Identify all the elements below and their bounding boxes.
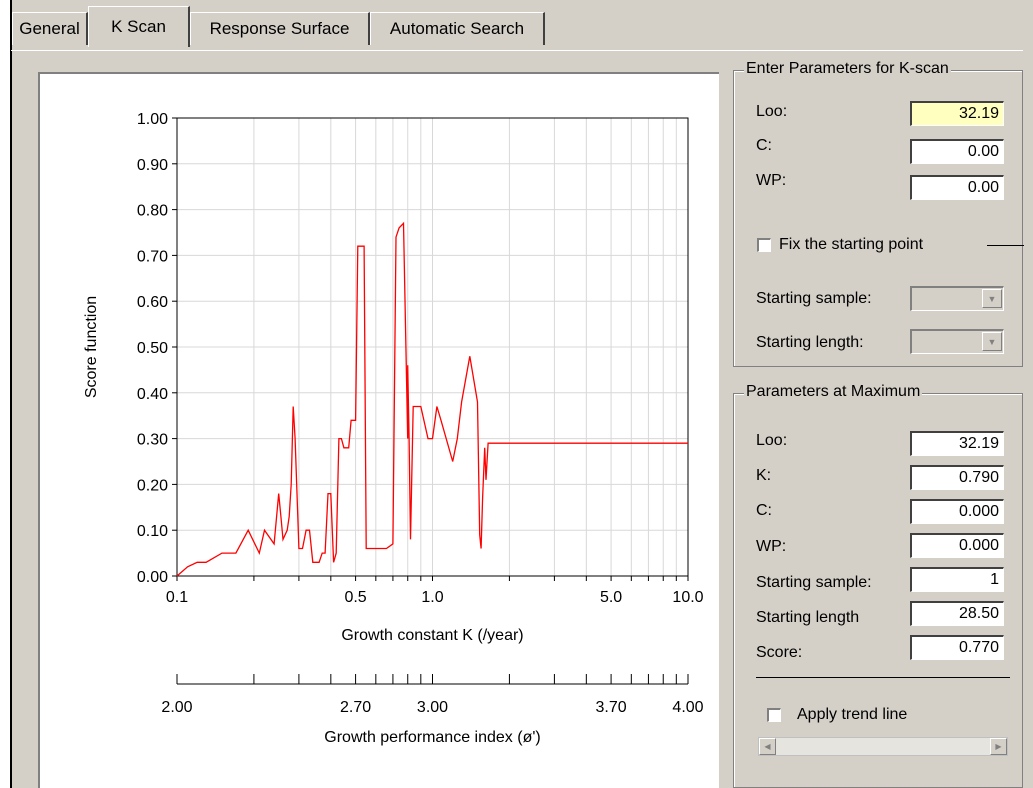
max-k-label: K: [756, 467, 772, 484]
trend-scrollbar[interactable]: ◀ ▶ [758, 737, 1008, 756]
max-loo-value: 32.19 [910, 431, 1004, 456]
max-sample-label: Starting sample: [756, 574, 872, 591]
tab-k-scan-label: K Scan [111, 17, 166, 36]
y-tick-label: 0.80 [137, 203, 168, 220]
max-score-label: Score: [756, 644, 803, 661]
max-loo-label: Loo: [756, 432, 788, 449]
max-wp-value: 0.000 [910, 533, 1004, 558]
tab-response-surface[interactable]: Response Surface [190, 12, 370, 45]
wp-input[interactable]: 0.00 [910, 175, 1004, 200]
chevron-down-icon[interactable]: ▼ [982, 289, 1002, 308]
x2-tick-label: 2.00 [161, 699, 192, 716]
chart-panel: 0.00 0.10 0.20 0.30 0.40 0.50 0.60 0.70 0.80 0.90… [38, 72, 719, 788]
trend-divider [756, 677, 1010, 678]
x2-tick-label: 2.70 [340, 699, 371, 716]
scroll-left-icon[interactable]: ◀ [759, 738, 776, 755]
max-length-value: 28.50 [910, 601, 1004, 626]
tab-separator [11, 50, 1023, 51]
x-tick-label: 10.0 [672, 589, 703, 606]
wp-label: WP: [756, 172, 787, 189]
y-tick-label: 0.60 [137, 294, 168, 311]
x-axis-title: Growth constant K (/year) [341, 627, 523, 644]
tab-general[interactable]: General [12, 12, 88, 45]
tab-automatic-search-label: Automatic Search [389, 19, 525, 38]
y-tick-label: 0.30 [137, 432, 168, 449]
y-axis-title: Score function [83, 296, 100, 398]
fix-start-divider [987, 245, 1024, 246]
x-tick-label: 0.5 [344, 589, 366, 606]
x-tick-label: 0.1 [166, 589, 188, 606]
max-k-value: 0.790 [910, 465, 1004, 490]
x2-tick-label: 3.70 [596, 699, 627, 716]
chart-grid [177, 118, 688, 576]
y-tick-label: 1.00 [137, 111, 168, 128]
tab-general-label: General [19, 19, 80, 38]
x2-tick-label: 4.00 [672, 699, 703, 716]
y-tick-label: 0.20 [137, 477, 168, 494]
max-params-title: Parameters at Maximum [744, 383, 923, 401]
enter-params-title: Enter Parameters for K-scan [744, 60, 951, 78]
trend-label: Apply trend line [797, 706, 908, 723]
loo-input[interactable]: 32.19 [910, 101, 1004, 126]
c-label: C: [756, 137, 772, 154]
trend-checkbox[interactable] [767, 708, 781, 722]
loo-label: Loo: [756, 103, 788, 120]
max-score-value: 0.770 [910, 635, 1004, 660]
chevron-down-icon[interactable]: ▼ [982, 332, 1002, 351]
max-c-label: C: [756, 502, 772, 519]
max-c-value: 0.000 [910, 499, 1004, 524]
enter-params-group: Enter Parameters for K-scan Loo: 32.19 C… [733, 60, 1024, 367]
y-tick-label: 0.00 [137, 569, 168, 586]
y-tick-label: 0.40 [137, 386, 168, 403]
start-length-combo[interactable]: ▼ [910, 329, 1004, 354]
x2-tick-label: 3.00 [417, 699, 448, 716]
window-border [10, 0, 12, 788]
scroll-right-icon[interactable]: ▶ [990, 738, 1007, 755]
tab-k-scan[interactable]: K Scan [88, 6, 190, 47]
y-axis-ticks: 0.00 0.10 0.20 0.30 0.40 0.50 0.60 0.70 0.80 0.90… [137, 111, 177, 586]
max-length-label: Starting length [756, 609, 860, 626]
tab-response-surface-label: Response Surface [209, 19, 350, 38]
plot-frame [176, 117, 689, 577]
y-tick-label: 0.90 [137, 157, 168, 174]
x2-axis-title: Growth performance index (ø') [324, 729, 540, 746]
tab-automatic-search[interactable]: Automatic Search [370, 12, 545, 45]
y-tick-label: 0.50 [137, 340, 168, 357]
c-input[interactable]: 0.00 [910, 139, 1004, 164]
k-scan-chart: 0.00 0.10 0.20 0.30 0.40 0.50 0.60 0.70 0.80 0.90… [83, 111, 704, 746]
x2-axis-ticks: 2.00 2.70 3.00 3.70 4.00 [161, 674, 704, 716]
x-axis-ticks: 0.1 0.5 1.0 5.0 10.0 [166, 576, 704, 606]
max-sample-value: 1 [910, 567, 1004, 592]
y-tick-label: 0.70 [137, 248, 168, 265]
start-sample-label: Starting sample: [756, 290, 872, 307]
x-tick-label: 5.0 [600, 589, 622, 606]
max-wp-label: WP: [756, 538, 787, 555]
max-params-group: Parameters at Maximum Loo: 32.19 K: 0.79… [733, 383, 1023, 788]
start-length-label: Starting length: [756, 334, 864, 351]
score-line [176, 221, 688, 577]
y-tick-label: 0.10 [137, 523, 168, 540]
x-tick-label: 1.0 [421, 589, 443, 606]
fix-start-label: Fix the starting point [779, 236, 924, 253]
fix-start-checkbox[interactable] [757, 238, 771, 252]
start-sample-combo[interactable]: ▼ [910, 286, 1004, 311]
